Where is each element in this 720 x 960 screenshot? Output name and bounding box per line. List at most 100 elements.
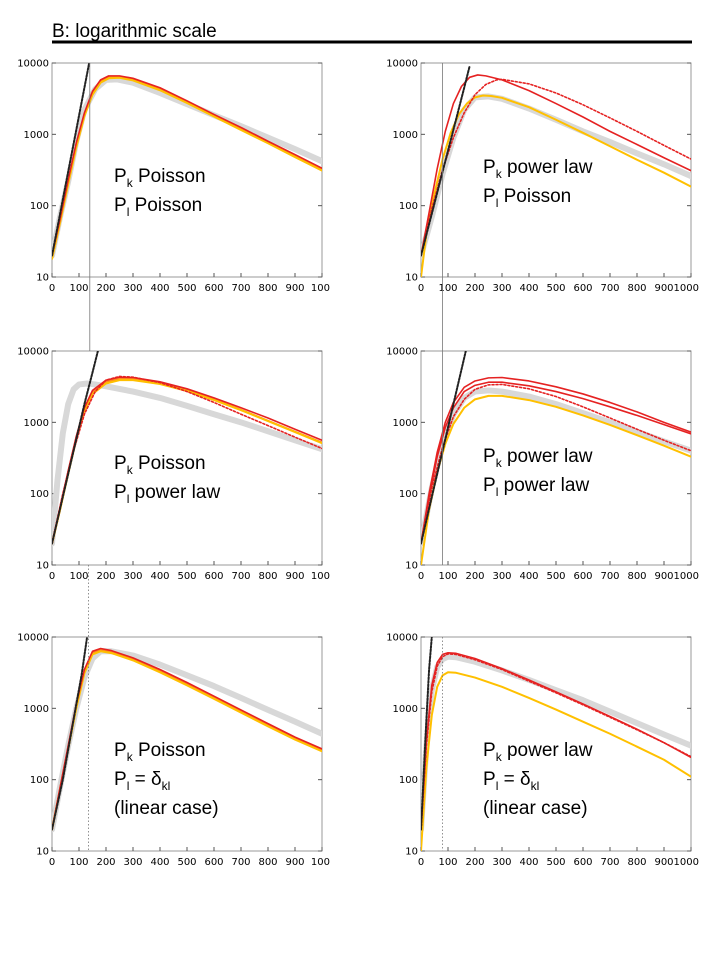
x-tick-label: 800 [627,283,646,294]
y-tick-label: 10000 [386,633,418,644]
x-tick-label: 500 [546,857,565,868]
y-tick-label: 10 [405,847,418,858]
y-tick-label: 1000 [24,418,49,429]
x-tick-label: 100 [69,283,88,294]
panel-label-line: Pl Poisson [114,195,202,219]
y-tick-label: 10 [405,561,418,572]
x-tick-label: 500 [177,571,196,582]
x-tick-label: 0 [418,857,424,868]
y-tick-label: 100 [30,775,49,786]
x-tick-label: 400 [519,283,538,294]
x-tick-label: 600 [204,571,223,582]
x-tick-label: 700 [231,857,250,868]
chart-top-left: 10 100 1000 10000 0 100 200 300 400 500 600 700 800 9… [17,59,330,295]
x-tick-label: 100 [311,857,330,868]
x-tick-label: 800 [258,571,277,582]
chart-bottom-left: 10 100 1000 10000 0 100 200 300 400 500 600 700 800 9… [17,633,330,869]
panel-label-line: Pl power law [483,475,589,499]
x-tick-label: 900 [285,857,304,868]
panel-label: Pk power law Pl power law [483,446,593,499]
x-tick-label: 700 [231,283,250,294]
panel-label-line: Pl = δkl [114,769,170,793]
x-tick-label: 200 [465,571,484,582]
panel-label-line: Pl power law [114,482,220,506]
x-tick-label: 100 [438,857,457,868]
x-tick-label: 700 [600,283,619,294]
x-tick-label: 100 [438,283,457,294]
x-tick-label: 100 [311,283,330,294]
y-tick-label: 10000 [17,633,49,644]
y-tick-label: 1000 [393,418,418,429]
y-tick-label: 10000 [17,59,49,70]
chart-middle-left: 10 100 1000 10000 0 100 200 300 400 500 600 700 800 9… [17,347,330,583]
x-tick-label: 600 [573,571,592,582]
panel-label-line: Pk Poisson [114,453,206,477]
x-tick-label: 900 [285,571,304,582]
x-tick-label: 800 [258,857,277,868]
series-line-exponential [52,63,91,257]
x-tick-label: 500 [546,571,565,582]
x-tick-label: 200 [96,857,115,868]
series-line-red [52,75,322,257]
series-group [421,65,691,277]
x-tick-label: 300 [492,571,511,582]
panel-label: Pk power law Pl = δkl (linear case) [483,740,593,819]
panel-label-line: Pk Poisson [114,166,206,190]
y-tick-label: 10000 [386,59,418,70]
figure-title: B: logarithmic scale [52,21,217,42]
panel-label-line: Pl Poisson [483,186,571,210]
x-tick-label: 0 [49,857,55,868]
series-line-exponential [421,65,471,257]
x-tick-label: 400 [150,571,169,582]
panel-label: Pk power law Pl Poisson [483,157,593,210]
series-group [52,637,322,833]
x-tick-label: 400 [150,857,169,868]
x-tick-label: 500 [177,857,196,868]
y-tick-label: 10000 [17,347,49,358]
x-tick-label: 200 [465,283,484,294]
x-tick-label: 100 [69,857,88,868]
series-line-red-2 [421,381,691,545]
series-line-red [421,652,691,831]
panel-label-line: Pl = δkl [483,769,539,793]
y-tick-label: 100 [399,775,418,786]
panel-label-line: Pk power law [483,740,593,764]
alignment-lines [88,63,444,851]
y-tick-label: 10 [36,847,49,858]
series-group [52,63,322,260]
panel-label-line: Pk Poisson [114,740,206,764]
x-tick-label: 0 [418,283,424,294]
x-tick-label: 900 [654,571,673,582]
x-tick-label: 0 [49,571,55,582]
y-tick-label: 100 [30,489,49,500]
series-line-red-dotted [421,653,691,831]
y-tick-label: 1000 [393,704,418,715]
x-tick-label: 400 [150,283,169,294]
y-tick-label: 10 [36,273,49,284]
x-tick-label: 300 [492,857,511,868]
x-tick-label: 1000 [674,857,699,868]
x-tick-label: 100 [438,571,457,582]
y-tick-label: 100 [30,201,49,212]
x-tick-label: 700 [600,571,619,582]
x-tick-label: 100 [311,571,330,582]
panel-label: Pk Poisson Pl Poisson [114,166,206,219]
x-tick-label: 300 [492,283,511,294]
x-tick-label: 200 [465,857,484,868]
y-tick-label: 10 [405,273,418,284]
panel-label: Pk Poisson Pl power law [114,453,220,506]
x-tick-label: 800 [627,571,646,582]
y-tick-label: 100 [399,489,418,500]
x-tick-label: 400 [519,571,538,582]
x-tick-label: 300 [123,857,142,868]
x-tick-label: 1000 [674,571,699,582]
panel-label-line: Pk power law [483,157,593,181]
x-tick-label: 900 [285,283,304,294]
series-line-yellow [52,76,322,260]
chart-middle-right: 10 100 1000 10000 0 100 200 300 400 500 600 700 800 9… [386,347,699,583]
y-tick-label: 10000 [386,347,418,358]
x-tick-label: 500 [177,283,196,294]
x-tick-label: 700 [231,571,250,582]
y-tick-label: 1000 [24,130,49,141]
